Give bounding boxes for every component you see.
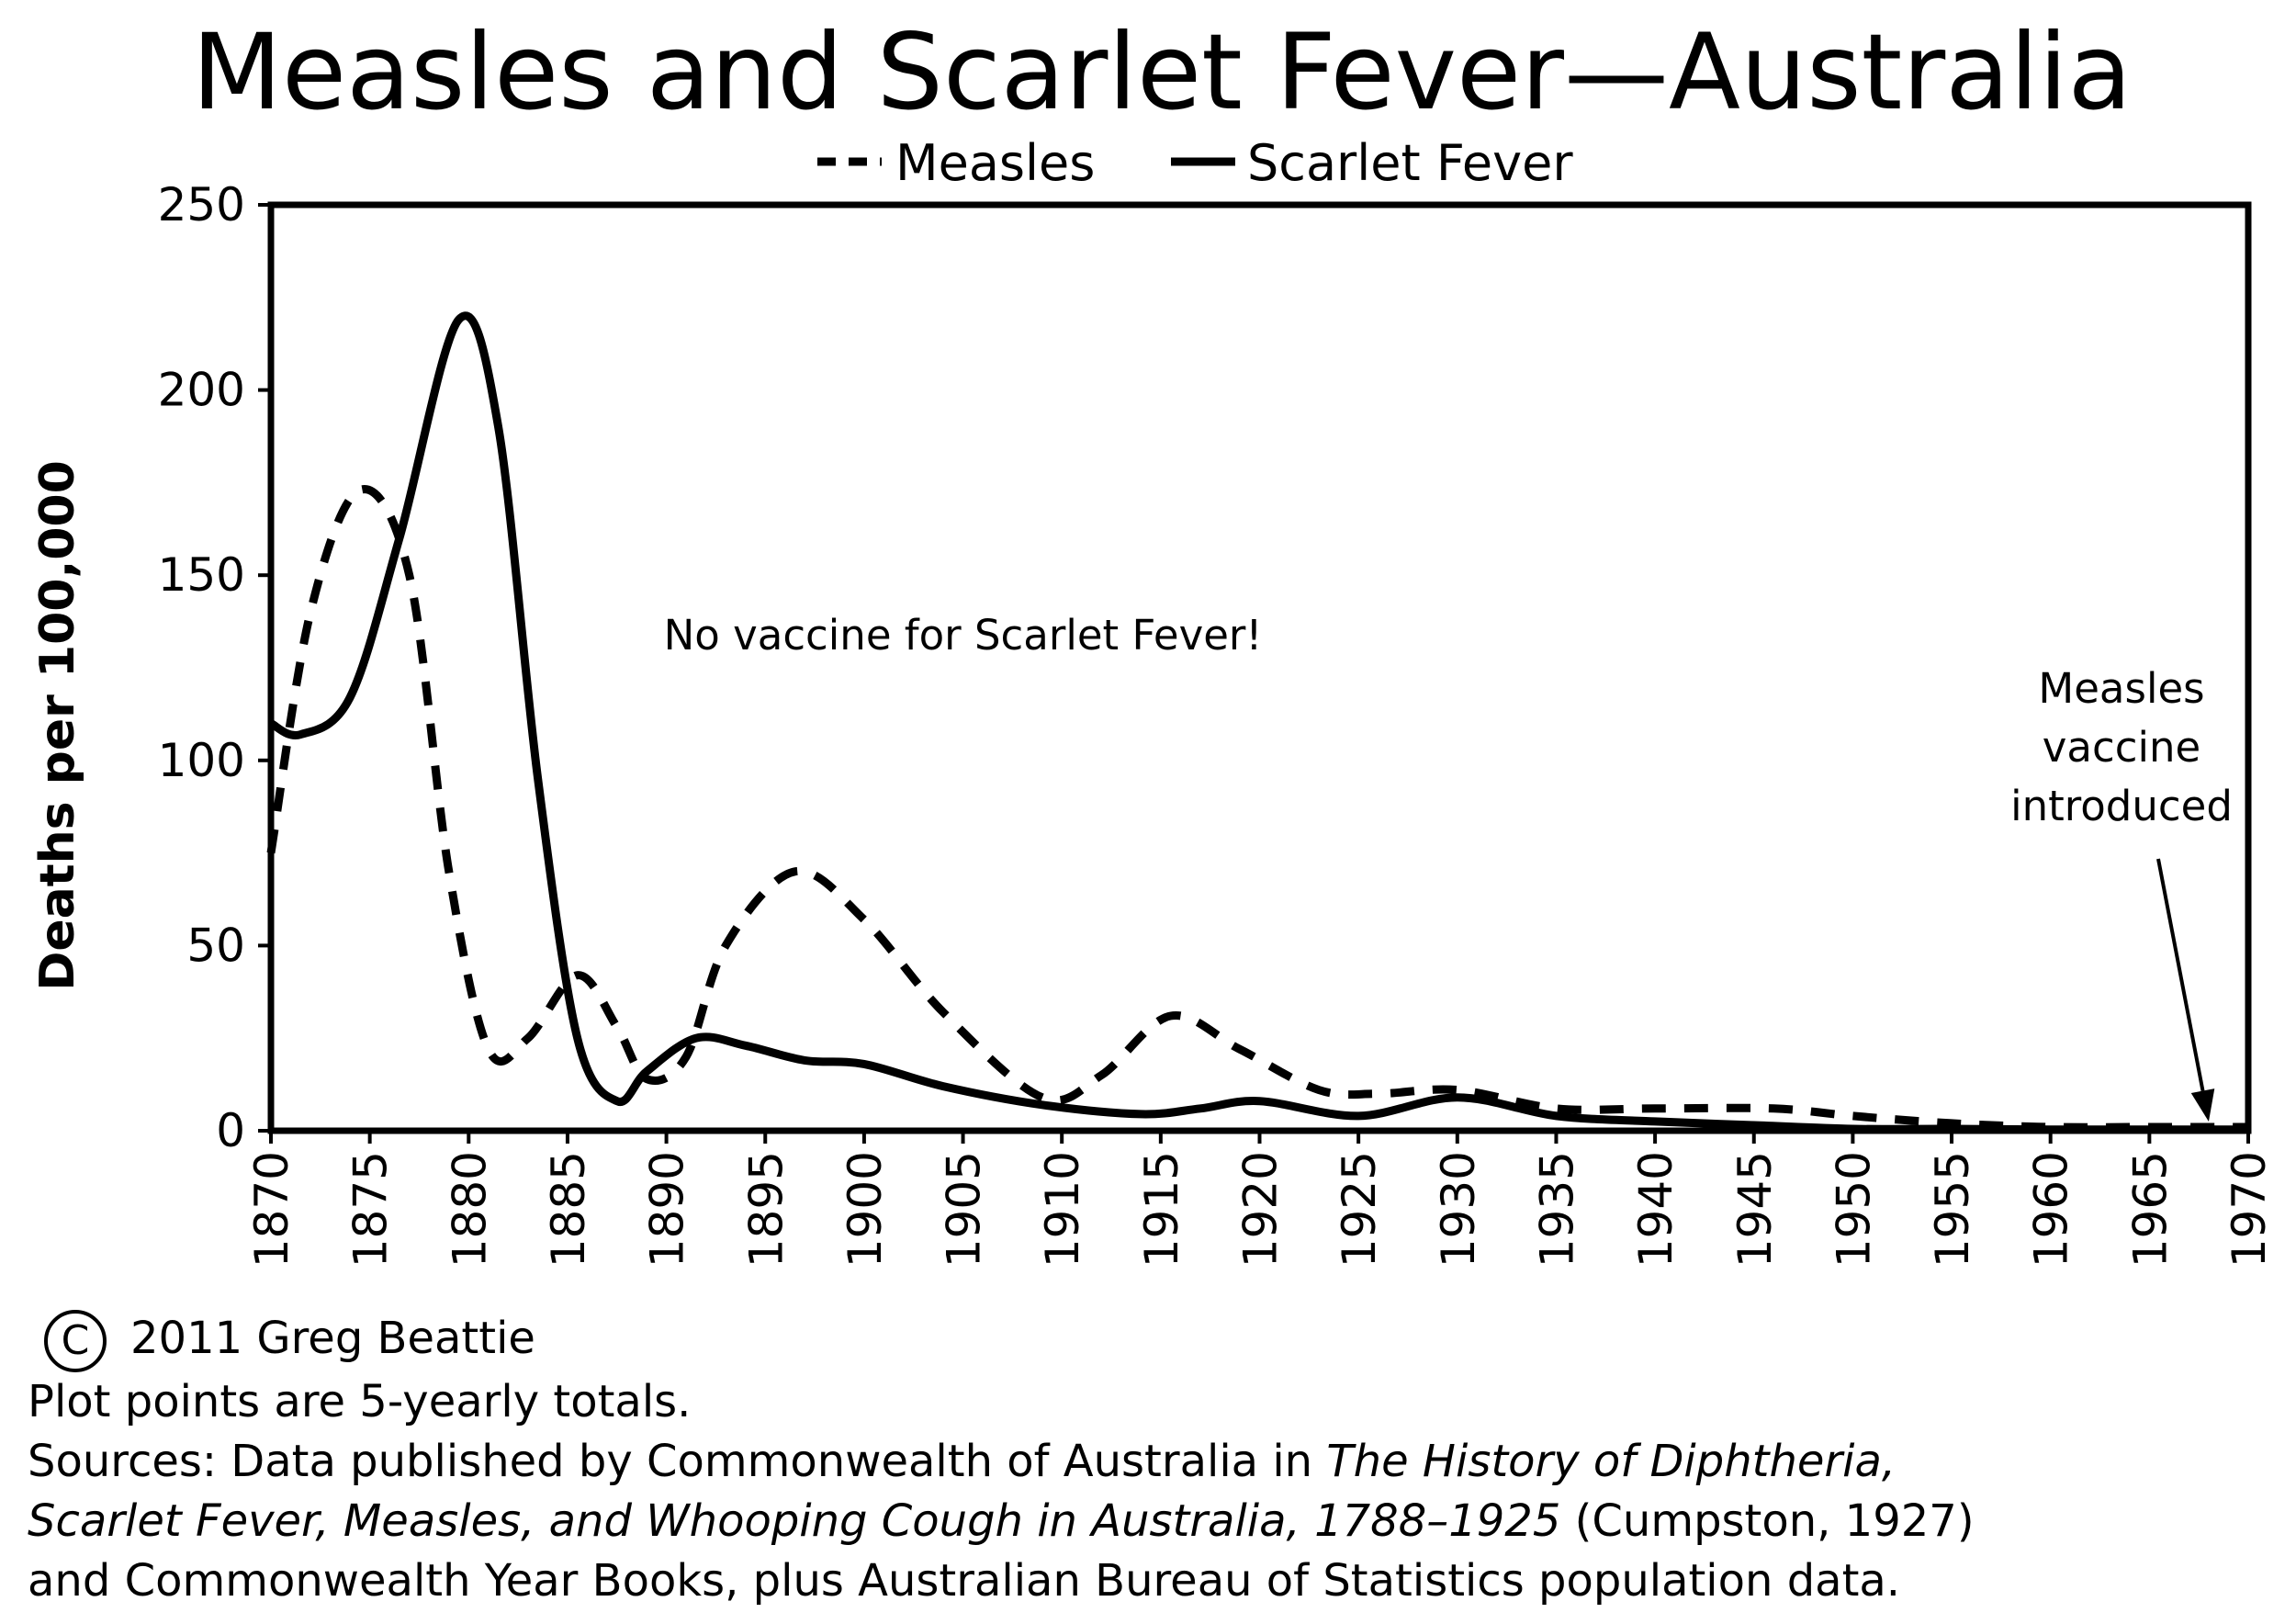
y-tick-label: 200 bbox=[158, 364, 245, 417]
x-tick-label: 1950 bbox=[1827, 1151, 1880, 1268]
x-tick-label: 1895 bbox=[739, 1151, 793, 1268]
annotation-arrowhead bbox=[2190, 1088, 2215, 1122]
chart-svg: Measles and Scarlet Fever—Australia Meas… bbox=[30, 11, 2276, 1268]
x-tick-label: 1920 bbox=[1234, 1151, 1288, 1268]
copyright-row: C 2011 Greg Beattie bbox=[28, 1309, 1975, 1372]
x-tick-label: 1870 bbox=[245, 1151, 298, 1268]
series-line-measles bbox=[266, 485, 2248, 1132]
y-tick-label: 250 bbox=[158, 178, 245, 231]
x-tick-label: 1930 bbox=[1432, 1151, 1485, 1268]
annotation-vaccine-line-1: Measles bbox=[2038, 664, 2204, 713]
x-tick-label: 1945 bbox=[1728, 1151, 1782, 1268]
x-tick-group: 1870 1875 1880 1885 1890 1895 1900 1905 1910 1915… bbox=[245, 1131, 2276, 1268]
annotation-vaccine-line-3: introduced bbox=[2010, 782, 2233, 830]
legend-label-measles: Measles bbox=[895, 134, 1095, 192]
sources-title-part-1: The History of Diphtheria, bbox=[1326, 1436, 1896, 1487]
y-axis-label: Deaths per 100,000 bbox=[30, 460, 85, 991]
x-tick-label: 1955 bbox=[1926, 1151, 1979, 1268]
plot-area-frame bbox=[267, 201, 2252, 1134]
series-layer bbox=[266, 311, 2248, 1134]
y-tick-label: 150 bbox=[158, 548, 245, 602]
chart-title: Measles and Scarlet Fever—Australia bbox=[192, 11, 2133, 133]
sources-line-3: and Commonwealth Year Books, plus Austra… bbox=[28, 1555, 1901, 1607]
legend-label-scarlet-fever: Scarlet Fever bbox=[1247, 134, 1573, 192]
series-line-scarlet-fever bbox=[268, 311, 2248, 1134]
x-tick-label: 1940 bbox=[1629, 1151, 1683, 1268]
y-tick-group: 0 50 100 150 200 250 bbox=[158, 178, 271, 1157]
x-tick-label: 1935 bbox=[1530, 1151, 1583, 1268]
x-tick-label: 1875 bbox=[344, 1151, 398, 1268]
copyright-icon: C bbox=[44, 1310, 107, 1372]
x-tick-label: 1890 bbox=[641, 1151, 694, 1268]
x-tick-label: 1960 bbox=[2025, 1151, 2078, 1268]
footer: C 2011 Greg Beattie Plot points are 5-yea… bbox=[28, 1309, 1975, 1611]
annotation-vaccine-line-2: vaccine bbox=[2043, 723, 2200, 772]
x-tick-label: 1925 bbox=[1333, 1151, 1386, 1268]
sources-prefix: Sources: Data published by Commonwealth … bbox=[28, 1436, 1327, 1487]
x-tick-label: 1910 bbox=[1036, 1151, 1089, 1268]
x-tick-label: 1885 bbox=[542, 1151, 595, 1268]
x-tick-label: 1905 bbox=[938, 1151, 991, 1268]
sources-line-1: Sources: Data published by Commonwealth … bbox=[28, 1432, 1975, 1492]
y-tick-label: 100 bbox=[158, 734, 245, 787]
x-tick-label: 1915 bbox=[1135, 1151, 1188, 1268]
annotation-vaccine-introduced: Measles vaccine introduced bbox=[2010, 664, 2233, 1122]
footer-note: Plot points are 5-yearly totals. bbox=[28, 1376, 692, 1427]
y-tick-label: 0 bbox=[216, 1104, 245, 1157]
x-tick-label: 1900 bbox=[838, 1151, 892, 1268]
legend: Measles Scarlet Fever bbox=[817, 134, 1573, 192]
sources-title-part-2: Scarlet Fever, Measles, and Whooping Cou… bbox=[28, 1495, 1561, 1547]
y-tick-label: 50 bbox=[186, 919, 245, 972]
annotation-no-vaccine: No vaccine for Scarlet Fever! bbox=[664, 611, 1263, 660]
x-tick-label: 1970 bbox=[2223, 1151, 2276, 1268]
sources-suffix: (Cumpston, 1927) bbox=[1560, 1495, 1975, 1547]
copyright-text: 2011 Greg Beattie bbox=[130, 1313, 535, 1364]
x-tick-label: 1880 bbox=[443, 1151, 496, 1268]
sources-line-2: Scarlet Fever, Measles, and Whooping Cou… bbox=[28, 1492, 1975, 1551]
x-tick-label: 1965 bbox=[2123, 1151, 2177, 1268]
annotation-arrow bbox=[2156, 858, 2205, 1091]
